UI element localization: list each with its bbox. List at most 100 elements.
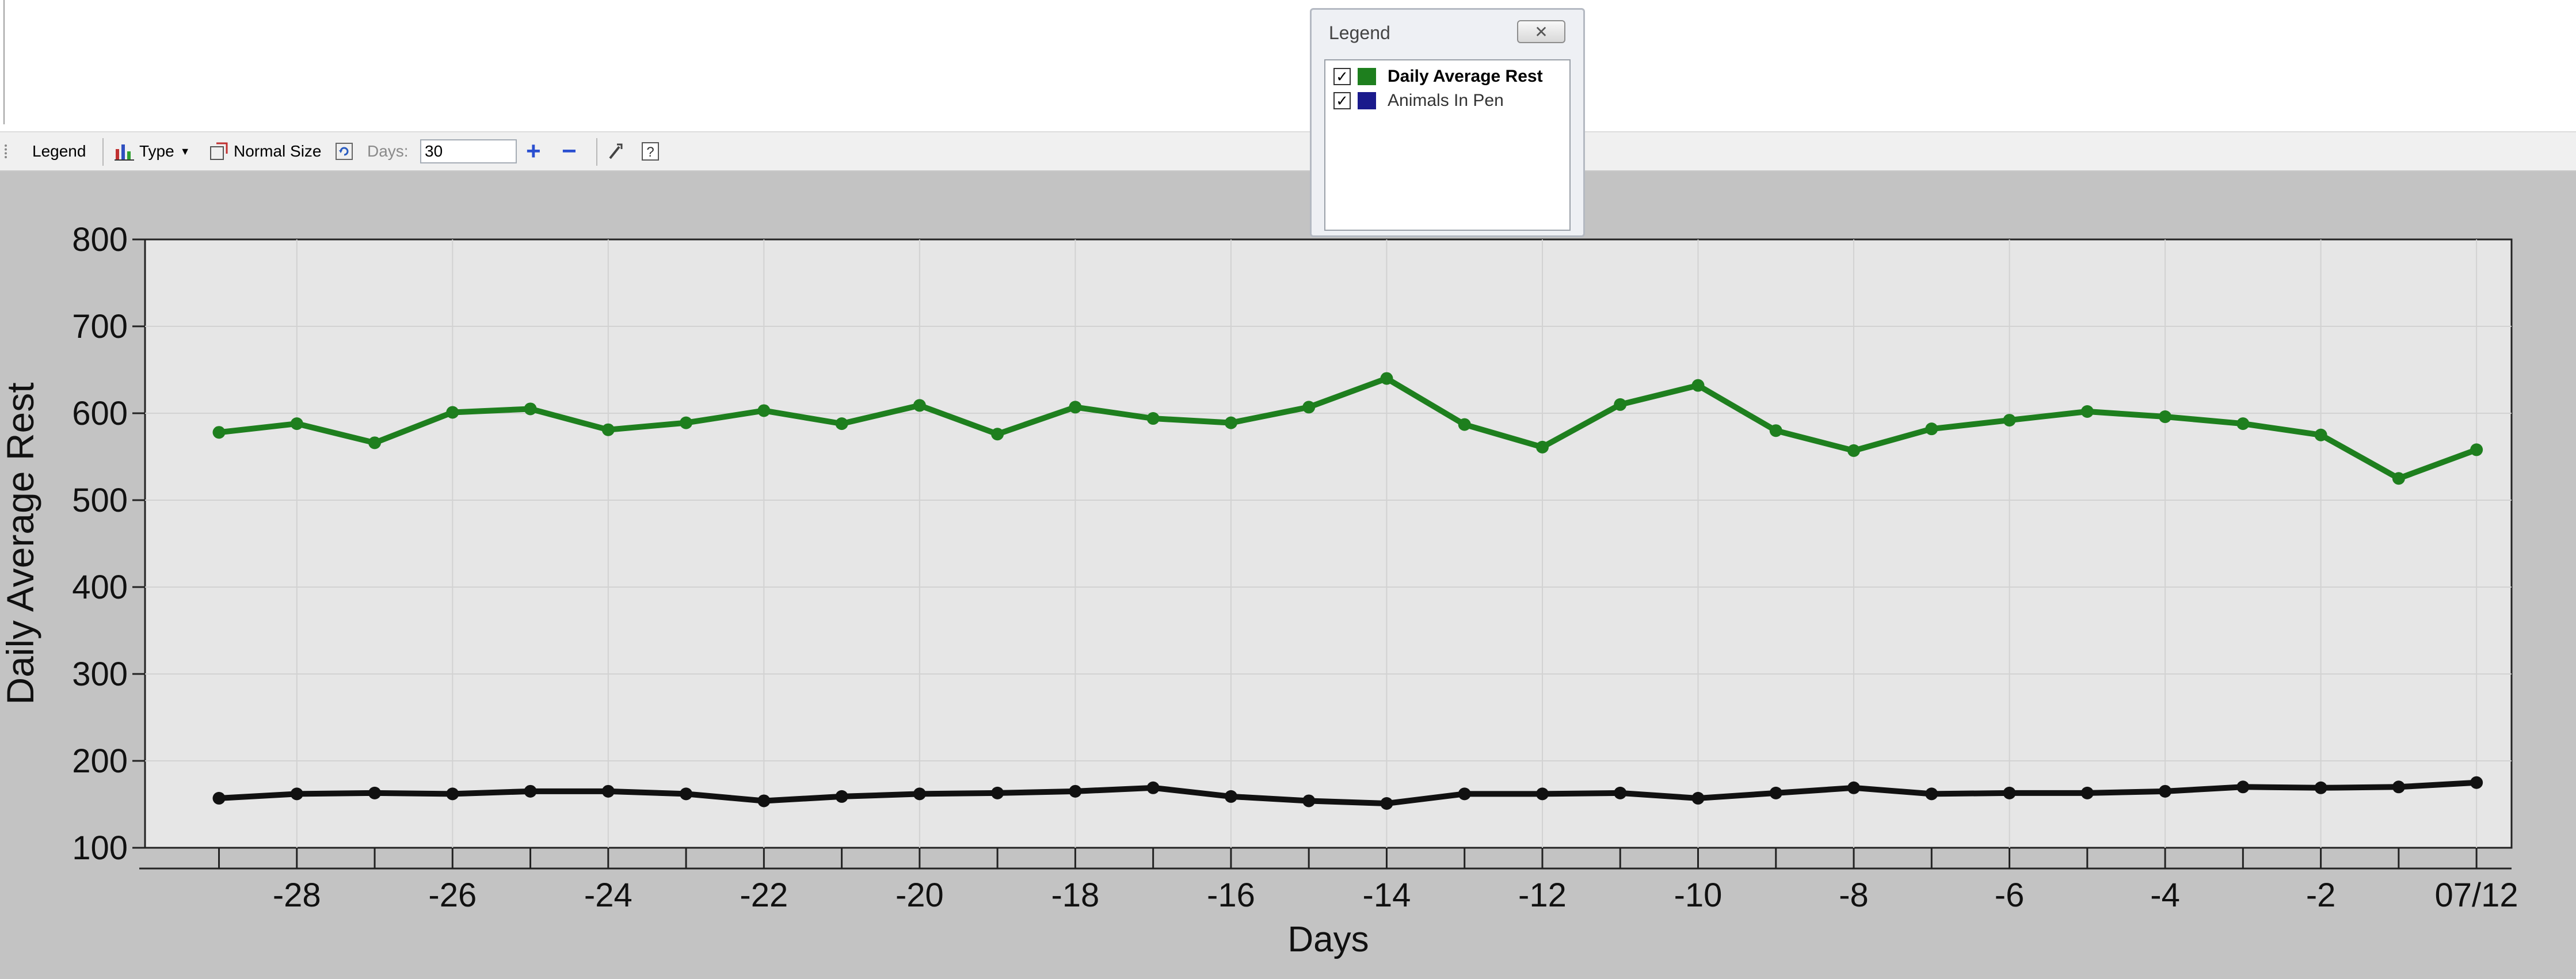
y-tick-label: 500 [72, 482, 128, 519]
data-point-pen [2314, 781, 2327, 794]
data-point-pen [1069, 784, 1082, 798]
data-point-pen [1691, 791, 1705, 805]
data-point-rest [991, 428, 1004, 441]
x-axis-title: Days [1287, 920, 1369, 959]
top-panel [0, 0, 2576, 125]
legend-swatch [1358, 92, 1376, 109]
data-point-rest [1458, 418, 1471, 431]
legend-item-daily-average-rest[interactable]: ✓ Daily Average Rest [1333, 65, 1543, 88]
data-point-pen [601, 784, 615, 798]
x-tick-label: -4 [2150, 877, 2180, 914]
tools-icon [607, 141, 627, 162]
legend-item-label: Daily Average Rest [1388, 67, 1543, 86]
data-point-pen [1925, 787, 1938, 801]
normal-size-button[interactable]: Normal Size [208, 132, 321, 170]
legend-checkbox[interactable]: ✓ [1333, 92, 1351, 109]
x-tick-label: -26 [428, 877, 477, 914]
data-point-pen [991, 786, 1004, 799]
toolbar-separator [596, 138, 597, 166]
tools-button[interactable] [607, 132, 632, 170]
data-point-pen [913, 787, 926, 801]
data-point-pen [1614, 786, 1627, 799]
type-label: Type [139, 142, 174, 160]
data-point-pen [680, 787, 693, 801]
data-point-pen [835, 790, 848, 803]
data-point-rest [1224, 416, 1237, 429]
y-tick-label: 700 [72, 308, 128, 345]
x-tick-label: -2 [2306, 877, 2336, 914]
series-line-pen [219, 779, 2477, 806]
data-point-rest [1535, 440, 1549, 454]
zoom-out-button[interactable]: − [562, 137, 577, 165]
legend-swatch [1358, 68, 1376, 85]
data-point-rest [680, 416, 693, 429]
data-point-rest [1380, 372, 1393, 385]
data-point-pen [1535, 787, 1549, 801]
data-point-rest [601, 423, 615, 436]
legend-window-title: Legend [1329, 22, 1390, 43]
x-tick-label: -14 [1363, 877, 1411, 914]
plot-background [144, 238, 2513, 849]
data-point-pen [1769, 786, 1782, 799]
svg-text:?: ? [646, 144, 654, 160]
refresh-button[interactable] [334, 132, 359, 170]
y-tick-label: 800 [72, 221, 128, 258]
data-point-pen [2159, 784, 2172, 798]
data-point-rest [2003, 414, 2016, 427]
data-point-pen [212, 791, 226, 805]
data-point-pen [1380, 797, 1393, 810]
data-point-rest [524, 402, 537, 416]
data-point-pen [757, 794, 771, 807]
data-point-pen [2470, 776, 2483, 789]
days-input[interactable] [420, 139, 517, 163]
legend-toggle-button[interactable]: Legend [32, 132, 86, 170]
x-tick-label: -24 [584, 877, 632, 914]
bar-chart-icon [114, 141, 135, 162]
refresh-icon [334, 141, 355, 162]
data-point-rest [913, 399, 926, 412]
data-point-rest [1691, 379, 1705, 392]
x-tick-label: -12 [1518, 877, 1567, 914]
legend-item-animals-in-pen[interactable]: ✓ Animals In Pen [1333, 89, 1504, 112]
x-tick-label: -8 [1839, 877, 1869, 914]
y-tick-label: 400 [72, 569, 128, 606]
data-point-rest [1925, 422, 1938, 436]
data-point-rest [1769, 424, 1782, 437]
chart-type-dropdown[interactable]: Type ▼ [114, 132, 190, 170]
help-button[interactable]: ? [640, 132, 665, 170]
y-tick-label: 100 [72, 829, 128, 867]
y-tick-label: 600 [72, 395, 128, 432]
close-icon: ✕ [1534, 22, 1548, 41]
toolbar-separator [102, 138, 104, 166]
days-label: Days: [367, 142, 409, 160]
data-point-rest [2080, 405, 2094, 418]
data-point-rest [290, 417, 303, 431]
data-point-pen [1847, 781, 1861, 794]
zoom-in-button[interactable]: + [526, 137, 541, 165]
data-point-rest [2470, 443, 2483, 456]
toolbar-grip [5, 132, 10, 170]
x-tick-label: -10 [1674, 877, 1723, 914]
chart-toolbar: Legend Type ▼ Normal Size Days: + − ? [0, 131, 2576, 172]
chevron-down-icon: ▼ [180, 145, 190, 157]
x-tick-label: -16 [1207, 877, 1255, 914]
data-point-rest [2392, 472, 2405, 485]
series-line-rest [218, 375, 2478, 482]
line-chart: 100 200 300 400 500 600 700 800 -28 -26 -24 -22 -20 -… [0, 221, 2518, 959]
normal-size-label: Normal Size [234, 142, 322, 160]
y-axis-title: Daily Average Rest [0, 382, 41, 704]
data-point-rest [1847, 444, 1861, 457]
legend-checkbox[interactable]: ✓ [1333, 68, 1351, 85]
data-point-pen [2080, 786, 2094, 799]
data-point-pen [290, 787, 303, 801]
y-tick-label: 300 [72, 656, 128, 693]
legend-window[interactable]: Legend ✕ ✓ Daily Average Rest ✓ Animals … [1310, 8, 1585, 237]
resize-icon [208, 141, 229, 162]
x-tick-label: -22 [740, 877, 788, 914]
x-tick-label: 07/12 [2435, 877, 2518, 914]
data-point-rest [2236, 417, 2250, 431]
chart-area: 100 200 300 400 500 600 700 800 -28 -26 -24 -22 -20 -… [0, 172, 2576, 979]
x-tick-label: -18 [1051, 877, 1099, 914]
legend-close-button[interactable]: ✕ [1517, 20, 1565, 43]
legend-item-label: Animals In Pen [1388, 91, 1504, 110]
